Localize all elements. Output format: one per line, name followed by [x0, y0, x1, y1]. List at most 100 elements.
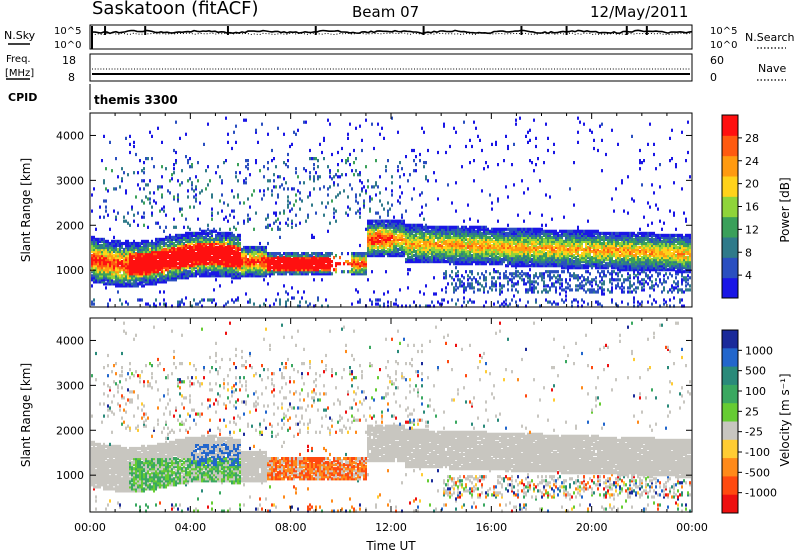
range-gate-cell: [443, 233, 445, 237]
range-gate-cell: [359, 258, 361, 262]
range-gate-cell: [269, 254, 271, 258]
range-gate-cell: [115, 249, 117, 254]
range-gate-cell: [275, 185, 277, 189]
range-gate-cell: [155, 252, 157, 256]
range-gate-cell: [223, 304, 225, 308]
range-gate-cell: [295, 272, 297, 276]
range-gate-cell: [145, 256, 147, 260]
range-gate-cell: [319, 256, 321, 260]
range-gate-cell: [523, 235, 525, 239]
range-gate-cell: [545, 193, 547, 197]
range-gate-cell: [305, 219, 307, 223]
range-gate-cell: [191, 304, 193, 308]
range-gate-cell: [369, 254, 371, 258]
range-gate-cell: [101, 245, 103, 250]
range-gate-cell: [141, 199, 143, 203]
range-gate-cell: [235, 247, 237, 252]
range-gate-cell: [389, 243, 391, 248]
range-gate-cell: [221, 181, 223, 185]
range-gate-cell: [547, 148, 549, 153]
range-gate-cell: [187, 270, 189, 274]
range-gate-cell: [221, 262, 223, 266]
range-gate-cell: [383, 231, 385, 235]
range-gate-cell: [507, 252, 509, 256]
range-gate-cell: [273, 185, 275, 189]
range-gate-cell: [501, 245, 503, 250]
range-gate-cell: [221, 256, 223, 260]
range-gate-cell: [397, 225, 399, 229]
noise-panel: N.Sky 10^5 10^0 10^5 10^0 N.Search: [4, 24, 795, 51]
range-gate-cell: [323, 266, 325, 270]
range-gate-cell: [547, 260, 549, 264]
range-gate-cell: [171, 254, 173, 258]
range-gate-cell: [483, 260, 485, 264]
range-gate-cell: [203, 247, 205, 252]
range-gate-cell: [259, 256, 261, 260]
range-gate-cell: [541, 243, 543, 248]
range-gate-cell: [275, 165, 277, 169]
range-gate-cell: [233, 195, 235, 199]
range-gate-cell: [125, 266, 127, 270]
range-gate-cell: [539, 239, 541, 243]
range-gate-cell: [529, 280, 531, 284]
range-gate-cell: [107, 266, 109, 270]
range-gate-cell: [169, 243, 171, 248]
range-gate-cell: [433, 239, 435, 243]
range-gate-cell: [477, 272, 479, 276]
range-gate-cell: [439, 258, 441, 262]
range-gate-cell: [467, 282, 469, 286]
range-gate-cell: [423, 231, 425, 235]
range-gate-cell: [273, 258, 275, 262]
range-gate-cell: [403, 237, 405, 241]
range-gate-cell: [93, 237, 95, 241]
range-gate-cell: [173, 270, 175, 274]
range-gate-cell: [317, 165, 319, 169]
range-gate-cell: [163, 239, 165, 243]
range-gate-cell: [393, 237, 395, 241]
range-gate-cell: [531, 262, 533, 266]
range-gate-cell: [461, 284, 463, 288]
range-gate-cell: [243, 249, 245, 254]
range-gate-cell: [135, 152, 137, 157]
range-gate-cell: [279, 256, 281, 260]
range-gate-cell: [191, 241, 193, 246]
range-gate-cell: [185, 155, 187, 159]
range-gate-cell: [119, 241, 121, 246]
range-gate-cell: [459, 241, 461, 246]
range-gate-cell: [457, 247, 459, 252]
range-gate-cell: [415, 241, 417, 246]
range-gate-cell: [101, 272, 103, 276]
range-gate-cell: [217, 245, 219, 250]
range-gate-cell: [311, 262, 313, 266]
range-gate-cell: [111, 254, 113, 258]
range-gate-cell: [173, 268, 175, 272]
range-gate-cell: [287, 223, 289, 227]
range-gate-cell: [473, 245, 475, 250]
range-gate-cell: [513, 235, 515, 239]
range-gate-cell: [383, 223, 385, 227]
range-gate-cell: [251, 264, 253, 268]
range-gate-cell: [527, 288, 529, 292]
range-gate-cell: [99, 262, 101, 266]
range-gate-cell: [95, 227, 97, 231]
range-gate-cell: [527, 274, 529, 278]
range-gate-cell: [527, 254, 529, 258]
range-gate-cell: [157, 237, 159, 241]
range-gate-cell: [237, 235, 239, 239]
range-gate-cell: [129, 274, 131, 278]
range-gate-cell: [481, 233, 483, 237]
range-gate-cell: [201, 189, 203, 193]
range-gate-cell: [365, 268, 367, 272]
range-gate-cell: [227, 132, 229, 136]
range-gate-cell: [187, 266, 189, 270]
range-gate-cell: [433, 254, 435, 258]
range-gate-cell: [331, 272, 333, 276]
range-gate-cell: [269, 179, 271, 183]
range-gate-cell: [249, 205, 251, 209]
range-gate-cell: [367, 241, 369, 246]
range-gate-cell: [247, 260, 249, 264]
range-gate-cell: [269, 266, 271, 270]
range-gate-cell: [365, 165, 367, 169]
range-gate-cell: [433, 292, 435, 296]
range-gate-cell: [361, 256, 363, 260]
